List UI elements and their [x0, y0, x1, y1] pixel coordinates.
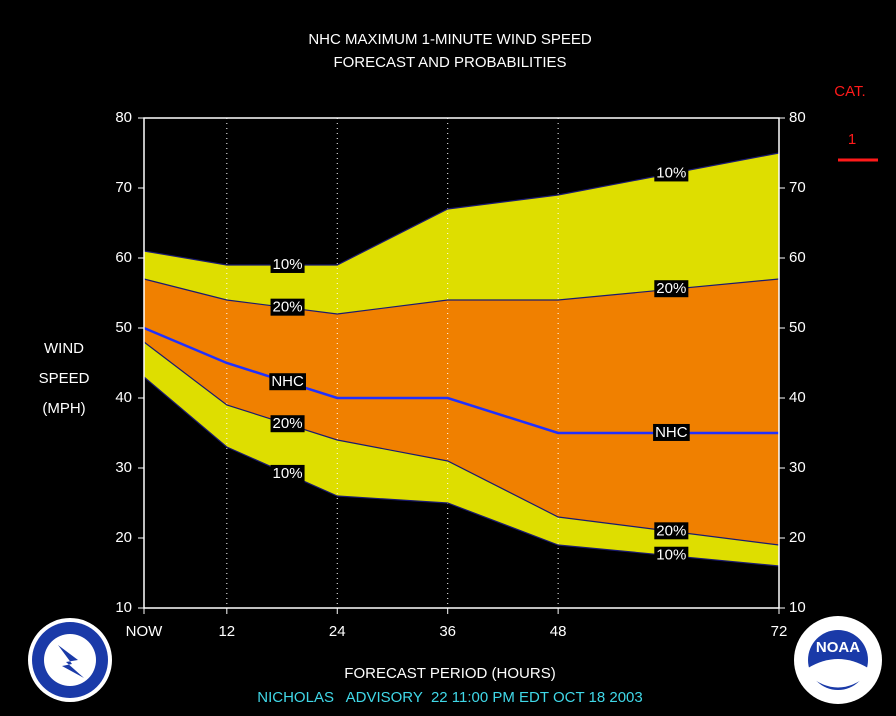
series-label-text: 10% [273, 465, 303, 482]
series-label: 20% [270, 415, 305, 433]
series-label: 20% [654, 522, 689, 540]
series-label-bg [654, 164, 689, 182]
x-tick-label: NOW [126, 623, 164, 640]
y-axis-label: WIND [44, 340, 84, 357]
series-label-bg [269, 373, 306, 391]
chart-subtitle: FORECAST AND PROBABILITIES [333, 54, 566, 71]
series-label-bg [270, 298, 305, 316]
series-label-text: 10% [656, 547, 686, 564]
series-line [143, 341, 780, 546]
series-line [143, 376, 780, 567]
y2-tick-label: 10 [789, 599, 806, 616]
series-label-bg [270, 464, 305, 482]
y2-tick-label: 40 [789, 389, 806, 406]
y2-tick-label: 80 [789, 109, 806, 126]
y-tick-label: 80 [115, 109, 132, 126]
series-label: 10% [654, 546, 689, 564]
x-tick-label: 12 [218, 623, 235, 640]
band-fill [144, 279, 779, 545]
series-label-text: 20% [656, 522, 686, 539]
series-label-bg [654, 280, 689, 298]
series-label-text: NHC [271, 373, 304, 390]
chart-title: NHC MAXIMUM 1-MINUTE WIND SPEED [308, 31, 592, 48]
y-tick-label: 30 [115, 459, 132, 476]
series-line [143, 326, 779, 435]
y2-tick-label: 50 [789, 319, 806, 336]
y2-tick-label: 60 [789, 249, 806, 266]
y-tick-label: 20 [115, 529, 132, 546]
series-label-text: NHC [655, 424, 688, 441]
series-label-text: 20% [273, 299, 303, 316]
y-tick-label: 70 [115, 179, 132, 196]
category-label: 1 [848, 131, 856, 148]
category-title: CAT. [834, 83, 865, 100]
series-label-bg [653, 423, 690, 441]
x-tick-label: 48 [550, 623, 567, 640]
y2-tick-label: 70 [789, 179, 806, 196]
series-label-bg [654, 522, 689, 540]
y-tick-label: 60 [115, 249, 132, 266]
series-label: 20% [654, 280, 689, 298]
series-label: 20% [270, 298, 305, 316]
series-label-text: 10% [273, 256, 303, 273]
series-line [143, 278, 780, 315]
series-label-bg [270, 415, 305, 433]
footer: NICHOLAS ADVISORY 22 11:00 PM EDT OCT 18… [257, 689, 642, 706]
nws-logo [28, 618, 112, 702]
x-tick-label: 24 [329, 623, 346, 640]
plot-frame [143, 117, 780, 609]
series-label-bg [270, 255, 305, 273]
series-label: NHC [653, 423, 690, 441]
y-tick-label: 50 [115, 319, 132, 336]
x-axis-label: FORECAST PERIOD (HOURS) [344, 665, 555, 682]
y-tick-label: 10 [115, 599, 132, 616]
noaa-logo: NOAA [794, 616, 882, 704]
noaa-text: NOAA [816, 639, 860, 656]
y-axis-label: SPEED [39, 370, 90, 387]
series-line [143, 152, 780, 266]
x-tick-label: 36 [439, 623, 456, 640]
series-label-text: 10% [656, 164, 686, 181]
x-tick-label: 72 [771, 623, 788, 640]
series-label-text: 20% [273, 415, 303, 432]
y-axis-label: (MPH) [42, 400, 85, 417]
series-label: 10% [654, 164, 689, 182]
series-label: 10% [270, 464, 305, 482]
series-label-bg [654, 546, 689, 564]
series-label: 10% [270, 255, 305, 273]
y-tick-label: 40 [115, 389, 132, 406]
y2-tick-label: 30 [789, 459, 806, 476]
series-label-text: 20% [656, 280, 686, 297]
y2-tick-label: 20 [789, 529, 806, 546]
series-label: NHC [269, 373, 306, 391]
